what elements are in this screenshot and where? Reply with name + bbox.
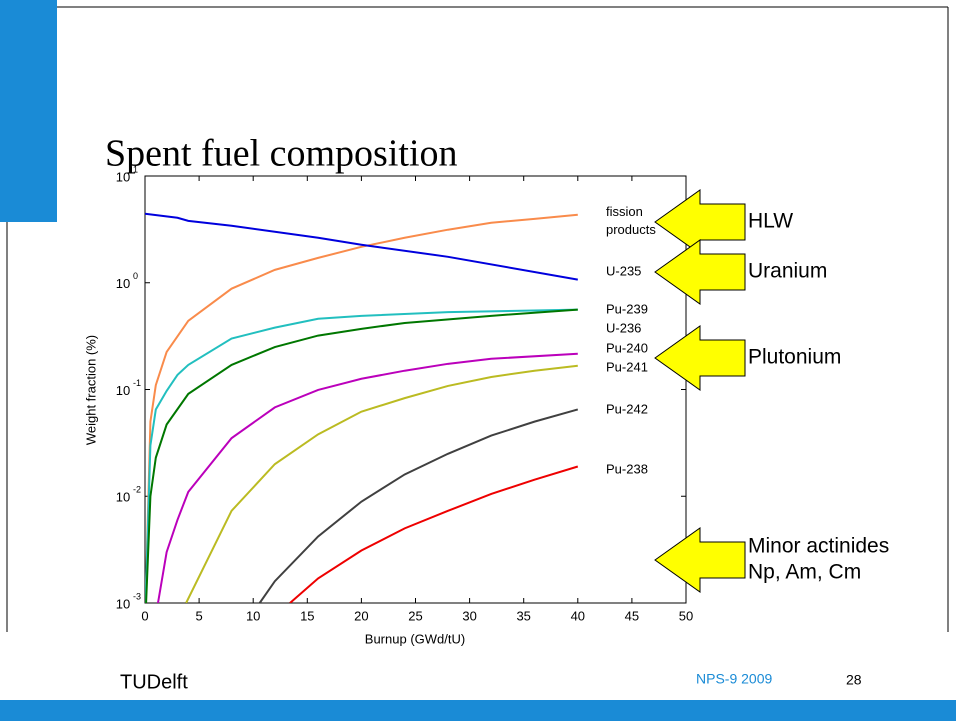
x-tick-label: 45 xyxy=(625,608,639,623)
series-label-line: products xyxy=(606,222,656,237)
series-line xyxy=(145,308,578,603)
series-label: Pu-240 xyxy=(606,340,648,355)
series-label: Pu-239 xyxy=(606,301,648,316)
arrow xyxy=(654,527,746,593)
x-tick-label: 25 xyxy=(408,608,422,623)
x-tick-label: 50 xyxy=(679,608,693,623)
slide-title: Spent fuel composition xyxy=(105,133,458,175)
series-label: fission products xyxy=(606,204,656,237)
y-axis-label: Weight fraction (%) xyxy=(83,335,98,445)
y-tick-label: 10 xyxy=(116,383,130,398)
x-tick-label: 0 xyxy=(141,608,148,623)
series-line xyxy=(145,213,578,603)
annotation-text: Uranium xyxy=(748,260,827,283)
y-tick-label: 10 xyxy=(116,276,130,291)
bottom-band xyxy=(0,700,956,721)
footer-event: NPS-9 2009 xyxy=(696,671,772,687)
series-line xyxy=(156,352,578,603)
series-line xyxy=(289,465,579,603)
x-tick-label: 10 xyxy=(246,608,260,623)
y-tick-exponent: -3 xyxy=(133,591,141,601)
y-tick-label: 10 xyxy=(116,490,130,505)
series-line xyxy=(185,364,578,603)
x-axis-label: Burnup (GWd/tU) xyxy=(365,631,465,646)
annotation-text: Minor actinides xyxy=(748,535,889,558)
logo: TUDelft xyxy=(120,671,188,693)
y-tick-exponent: -1 xyxy=(133,378,141,388)
series-label-line: fission xyxy=(606,204,646,219)
y-tick-exponent: -2 xyxy=(133,485,141,495)
annotation-text: Np, Am, Cm xyxy=(748,561,861,584)
x-tick-label: 30 xyxy=(462,608,476,623)
y-tick-exponent: 1 xyxy=(133,164,138,174)
series-label: U-235 xyxy=(606,263,641,278)
annotation-text: Plutonium xyxy=(748,346,841,369)
annotation-text: HLW xyxy=(748,210,793,233)
x-tick-label: 20 xyxy=(354,608,368,623)
plot-frame xyxy=(144,175,687,604)
page-number: 28 xyxy=(846,672,862,688)
arrow xyxy=(654,325,746,391)
y-tick-exponent: 0 xyxy=(133,271,138,281)
x-tick-label: 15 xyxy=(300,608,314,623)
y-tick-label: 10 xyxy=(116,596,130,611)
series-label: Pu-238 xyxy=(606,461,648,476)
side-bar xyxy=(0,0,57,222)
series-line xyxy=(145,308,578,603)
series-line xyxy=(145,212,578,281)
arrow xyxy=(654,239,746,305)
series-label: Pu-241 xyxy=(606,359,648,374)
y-tick-label: 10 xyxy=(116,169,130,184)
series-line xyxy=(258,408,579,603)
x-tick-label: 35 xyxy=(516,608,530,623)
series-label: Pu-242 xyxy=(606,401,648,416)
x-tick-label: 40 xyxy=(571,608,585,623)
plot-lines xyxy=(145,212,579,603)
series-label: U-236 xyxy=(606,320,641,335)
x-tick-label: 5 xyxy=(195,608,202,623)
